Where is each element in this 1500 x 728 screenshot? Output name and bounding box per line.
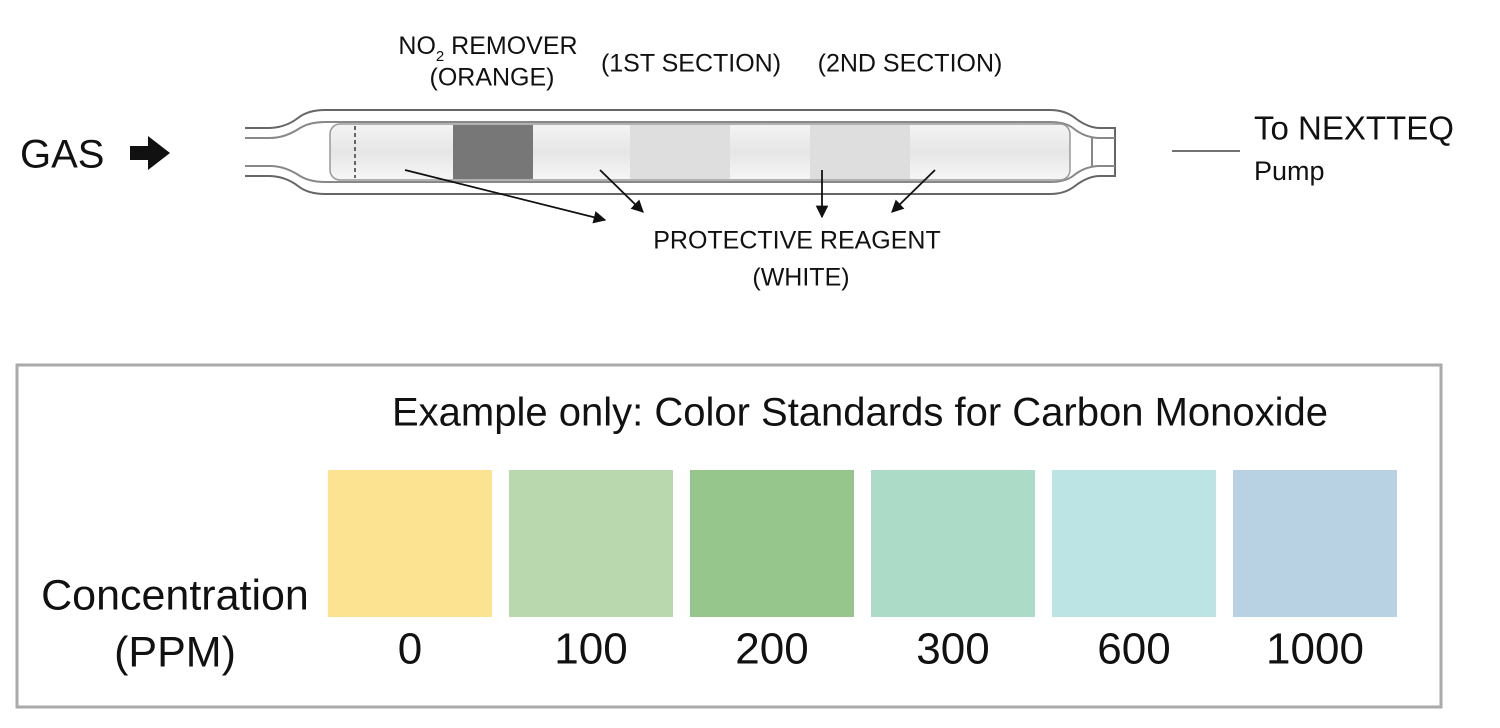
outlet-label: To NEXTTEQ [1254,110,1454,147]
protective-color-note: (WHITE) [752,264,849,292]
second-section-label: (2ND SECTION) [818,50,1003,78]
standards-title: Example only: Color Standards for Carbon… [392,391,1328,435]
concentration-value: 100 [554,625,627,674]
concentration-value: 200 [735,625,808,674]
first-section-label: (1ST SECTION) [601,50,781,78]
concentration-value: 600 [1097,625,1170,674]
no2-remover-label: NO2 REMOVER [398,32,577,65]
color-swatch [690,470,854,617]
protective-reagent-label: PROTECTIVE REAGENT [653,227,941,255]
color-swatch [509,470,673,617]
gas-arrow [130,136,170,170]
axis-label: Concentration [41,571,309,619]
label-part: REMOVER [444,32,577,60]
standards-box [15,363,1443,709]
color-swatch [328,470,492,617]
tube [245,109,1116,195]
outlet-sublabel: Pump [1254,156,1325,186]
subscript: 2 [436,48,444,65]
color-swatch [1052,470,1216,617]
concentration-value: 0 [398,625,422,674]
color-swatch [1233,470,1397,617]
no2-remover-section [453,125,533,179]
axis-label: (PPM) [114,628,236,676]
gas-label: GAS [20,133,104,177]
label-part: NO [398,32,436,60]
pointer-arrows [404,169,936,224]
swatches: 0 100 200 300 600 1000 [328,470,1397,674]
concentration-value: 300 [916,625,989,674]
concentration-value: 1000 [1266,625,1364,674]
color-swatch [871,470,1035,617]
no2-color-note: (ORANGE) [430,64,555,92]
